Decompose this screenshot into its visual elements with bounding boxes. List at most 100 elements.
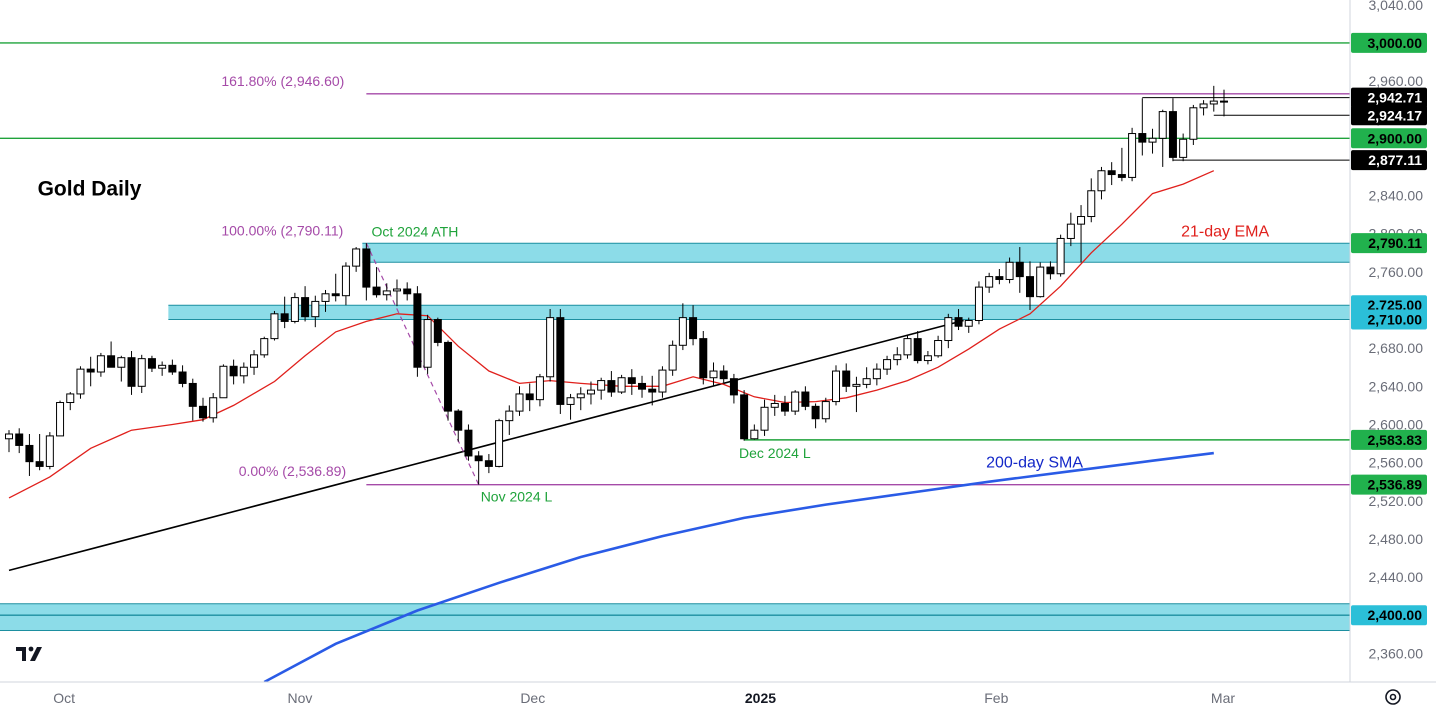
- candle: [219, 365, 228, 399]
- candle: [239, 366, 248, 377]
- candle: [1219, 100, 1228, 103]
- candle: [556, 317, 565, 405]
- candle: [66, 393, 75, 404]
- candle: [403, 288, 412, 295]
- time-axis-bg: [0, 682, 1436, 715]
- candle: [35, 461, 44, 467]
- candle: [1138, 133, 1147, 143]
- candle: [689, 317, 698, 340]
- candle: [546, 317, 555, 378]
- candle: [576, 393, 585, 399]
- candle: [668, 344, 677, 371]
- candle: [1209, 100, 1218, 105]
- candle: [995, 276, 1004, 280]
- candle: [740, 394, 749, 440]
- candle: [454, 410, 463, 431]
- candle: [923, 355, 932, 362]
- candle: [974, 286, 983, 321]
- candle: [1026, 276, 1034, 298]
- candle: [250, 354, 259, 368]
- tradingview-logo-icon[interactable]: [16, 646, 42, 661]
- zone-bands: [0, 242, 1351, 631]
- candle: [719, 370, 728, 380]
- candle: [1097, 170, 1106, 192]
- x-tick-label: Feb: [984, 690, 1008, 706]
- candle: [372, 286, 381, 296]
- candle: [586, 389, 595, 395]
- candle: [147, 358, 156, 369]
- price-label-text: 2,725.00: [1368, 297, 1423, 313]
- annotation-label: Nov 2024 L: [481, 489, 553, 505]
- y-tick-label: 2,840.00: [1369, 188, 1424, 204]
- candle: [627, 377, 636, 384]
- annotation-label: 200-day SMA: [986, 454, 1083, 471]
- candle: [709, 370, 718, 379]
- candle: [1128, 133, 1137, 178]
- candle: [525, 393, 534, 401]
- candle: [801, 391, 810, 407]
- candle: [1056, 237, 1065, 275]
- price-label-text: 2,583.83: [1368, 432, 1423, 448]
- candle: [821, 401, 830, 420]
- candle: [198, 405, 207, 419]
- candle: [638, 382, 647, 390]
- candle: [341, 265, 350, 297]
- candle: [944, 317, 953, 342]
- candle: [760, 406, 769, 431]
- annotation-label: 161.80% (2,946.60): [221, 73, 344, 89]
- candle: [1117, 174, 1126, 178]
- candle: [535, 376, 544, 401]
- candle: [168, 364, 177, 373]
- annotation-label: Dec 2024 L: [739, 445, 811, 461]
- y-tick-label: 2,480.00: [1369, 531, 1424, 547]
- candle: [1179, 138, 1188, 158]
- candle: [362, 248, 371, 288]
- candle: [729, 378, 738, 396]
- gear-icon[interactable]: [1385, 689, 1401, 705]
- candle: [270, 313, 279, 340]
- price-label-tag: [1351, 309, 1427, 330]
- candle: [209, 397, 218, 419]
- x-tick-label: Dec: [520, 690, 545, 706]
- candle: [597, 380, 606, 391]
- candle: [678, 317, 687, 346]
- candle: [893, 354, 902, 361]
- y-tick-label: 3,040.00: [1369, 0, 1424, 13]
- candle: [260, 338, 269, 356]
- candle: [178, 371, 187, 384]
- candle: [883, 359, 892, 370]
- candle: [1199, 103, 1208, 109]
- x-tick-label: 2025: [745, 690, 776, 706]
- candle: [413, 293, 422, 368]
- candle: [934, 340, 943, 357]
- candle: [280, 313, 289, 322]
- price-label-tag: [1351, 429, 1427, 450]
- rising-trendline: [8, 319, 964, 572]
- candle: [96, 355, 105, 373]
- candle: [433, 319, 442, 343]
- candle: [45, 435, 54, 467]
- candle: [1066, 223, 1075, 239]
- candle: [1148, 137, 1157, 143]
- y-tick-label: 2,960.00: [1369, 73, 1424, 89]
- y-tick-label: 2,560.00: [1369, 455, 1424, 471]
- candle: [1158, 111, 1167, 139]
- horizontal-levels: [0, 42, 1350, 616]
- price-label-tag: [1351, 128, 1427, 149]
- annotation-label: 100.00% (2,790.11): [221, 223, 343, 239]
- candle: [1005, 261, 1014, 280]
- candle: [903, 338, 912, 356]
- candle: [423, 319, 432, 368]
- candle: [311, 300, 320, 318]
- y-tick-label: 2,440.00: [1369, 569, 1424, 585]
- candle: [1046, 266, 1055, 275]
- candle: [352, 248, 361, 267]
- price-label-tag: [1351, 87, 1427, 108]
- candle: [127, 357, 136, 387]
- price-label-tag: [1351, 474, 1427, 495]
- candle: [382, 290, 391, 296]
- candle: [515, 393, 524, 412]
- zone-band: [0, 603, 1350, 631]
